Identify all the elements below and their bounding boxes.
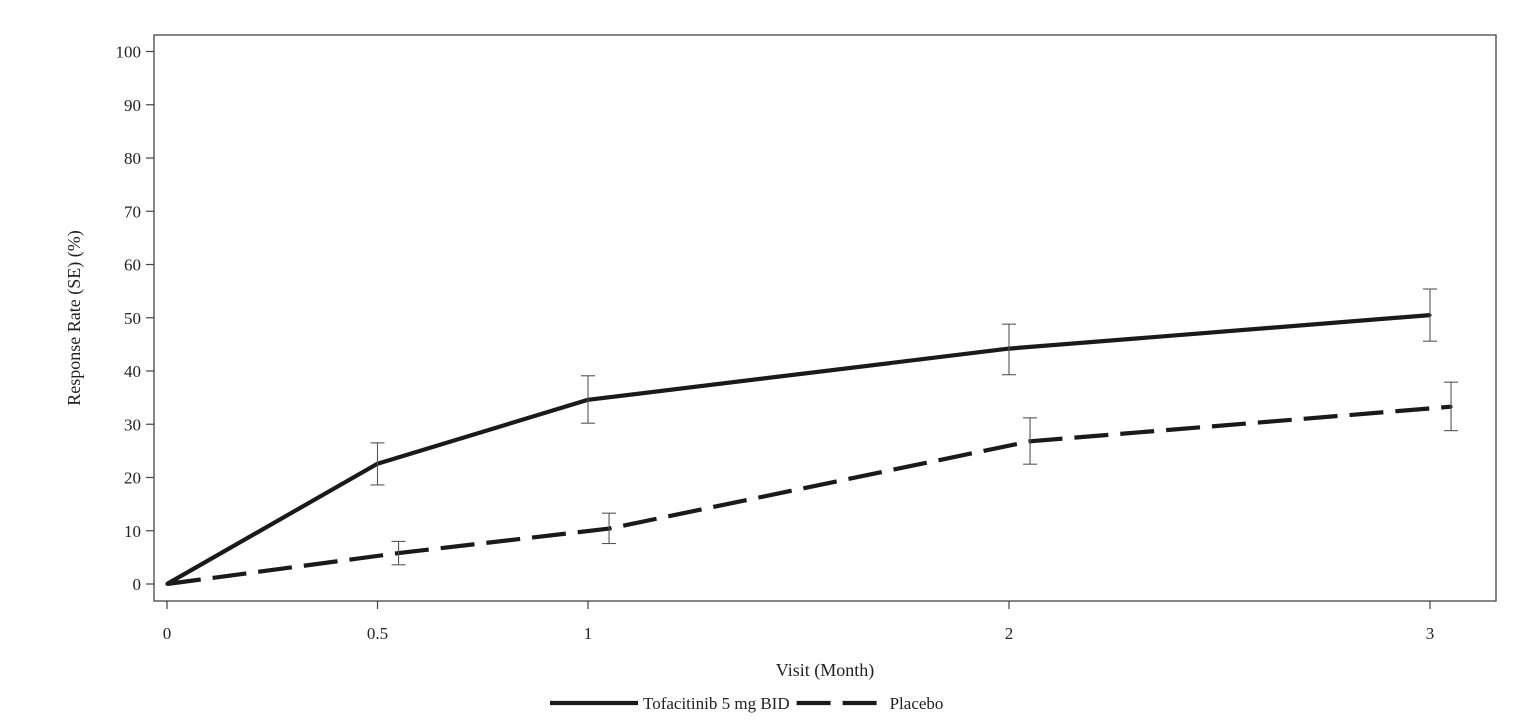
error-bar	[370, 442, 385, 486]
y-tick-label: 90	[124, 96, 141, 115]
data-point	[165, 582, 169, 586]
y-tick-label: 0	[133, 575, 142, 594]
legend-item-placebo: Placebo	[796, 694, 944, 713]
legend-item-tofacitinib-5-mg-bid: Tofacitinib 5 mg BID	[550, 694, 790, 713]
legend-label: Placebo	[890, 694, 944, 713]
error-bar	[1444, 381, 1459, 432]
error-bar	[1002, 323, 1016, 376]
error-bar	[581, 375, 595, 424]
series-line	[165, 313, 1431, 586]
x-tick-label: 0	[163, 624, 172, 643]
error-bar	[391, 540, 406, 566]
series-tofacitinib-5-mg-bid	[165, 288, 1437, 586]
y-tick-label: 20	[124, 469, 141, 488]
x-tick-label: 3	[1426, 624, 1435, 643]
y-axis-title: Response Rate (SE) (%)	[64, 230, 85, 405]
series-placebo	[165, 381, 1459, 587]
x-axis: 0 0.5 1 2 3	[163, 601, 1435, 643]
y-tick-label: 60	[124, 256, 141, 275]
error-bar	[602, 512, 617, 545]
y-tick-label: 100	[116, 43, 142, 62]
y-tick-label: 70	[124, 202, 141, 221]
x-tick-label: 1	[584, 624, 593, 643]
y-tick-label: 40	[124, 362, 141, 381]
y-tick-label: 30	[124, 415, 141, 434]
x-tick-label: 2	[1005, 624, 1014, 643]
x-tick-label: 0.5	[367, 624, 388, 643]
y-tick-label: 10	[124, 522, 141, 541]
x-axis-title: Visit (Month)	[776, 660, 874, 681]
legend: Tofacitinib 5 mg BID Placebo	[550, 694, 943, 713]
error-bar	[1023, 417, 1038, 465]
legend-label: Tofacitinib 5 mg BID	[643, 694, 790, 713]
y-tick-label: 80	[124, 149, 141, 168]
plot-frame	[153, 34, 1497, 602]
y-axis: 0 10 20 30 40 50 60 70 80 90 100	[116, 43, 154, 594]
y-tick-label: 50	[124, 309, 141, 328]
series-layer	[165, 288, 1459, 587]
error-bar	[1423, 288, 1437, 342]
series-line	[166, 404, 1452, 587]
